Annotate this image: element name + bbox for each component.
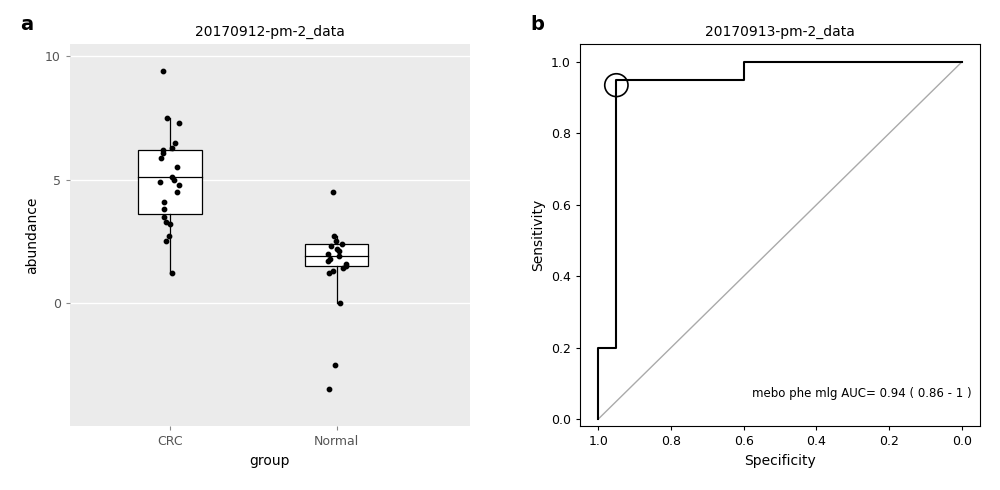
Point xyxy=(335,265,351,272)
Point xyxy=(320,250,336,258)
Point xyxy=(331,252,347,260)
Point xyxy=(334,240,350,248)
X-axis label: Specificity: Specificity xyxy=(744,454,816,468)
Point xyxy=(326,233,342,241)
Point xyxy=(155,146,171,154)
Point xyxy=(166,176,182,184)
Title: 20170912-pm-2_data: 20170912-pm-2_data xyxy=(195,25,345,39)
Point xyxy=(325,267,341,275)
Point xyxy=(171,119,187,127)
Bar xyxy=(138,150,202,214)
Text: mebo phe mlg AUC= 0.94 ( 0.86 - 1 ): mebo phe mlg AUC= 0.94 ( 0.86 - 1 ) xyxy=(752,387,972,399)
Point xyxy=(327,361,343,368)
Bar xyxy=(305,244,368,266)
X-axis label: group: group xyxy=(250,454,290,468)
Point xyxy=(167,139,183,147)
Point xyxy=(155,67,171,75)
Point xyxy=(338,260,354,268)
Point xyxy=(152,178,168,186)
Point xyxy=(156,198,172,206)
Point xyxy=(169,164,185,171)
Point xyxy=(332,299,348,307)
Point xyxy=(162,220,178,228)
Point xyxy=(164,270,180,277)
Point xyxy=(164,144,180,151)
Point xyxy=(169,188,185,196)
Point xyxy=(171,181,187,189)
Point xyxy=(155,148,171,156)
Point xyxy=(331,247,347,255)
Point xyxy=(325,188,341,196)
Point xyxy=(321,270,337,277)
Point xyxy=(328,238,344,245)
Y-axis label: Sensitivity: Sensitivity xyxy=(531,199,545,271)
Point xyxy=(338,262,354,270)
Text: b: b xyxy=(530,15,544,34)
Point xyxy=(321,386,337,393)
Point xyxy=(158,218,174,225)
Point xyxy=(161,233,177,241)
Y-axis label: abundance: abundance xyxy=(26,196,40,274)
Point xyxy=(320,257,336,265)
Point xyxy=(329,245,345,253)
Point xyxy=(323,243,339,250)
Text: a: a xyxy=(20,15,33,34)
Point xyxy=(159,114,175,122)
Title: 20170913-pm-2_data: 20170913-pm-2_data xyxy=(705,25,855,39)
Point xyxy=(156,205,172,213)
Point xyxy=(156,213,172,220)
Point xyxy=(153,153,169,161)
Point xyxy=(322,255,338,263)
Point xyxy=(164,173,180,181)
Point xyxy=(158,238,174,245)
